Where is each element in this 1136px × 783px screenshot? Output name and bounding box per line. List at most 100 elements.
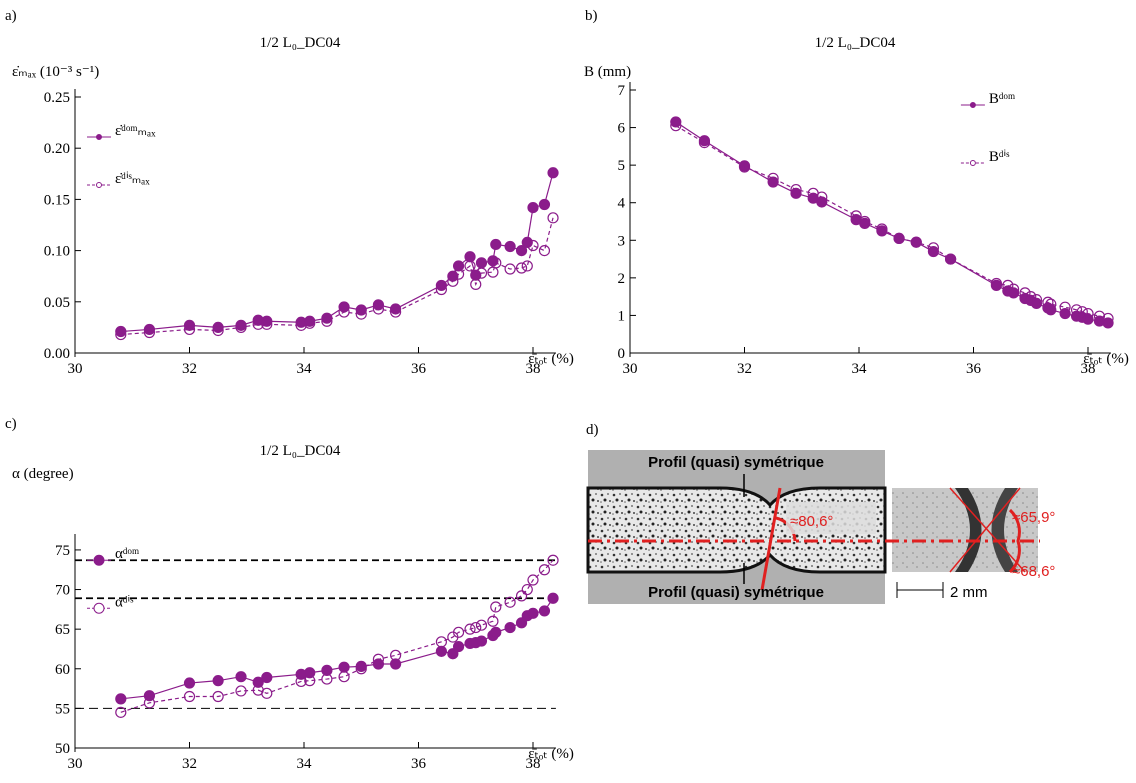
data-point	[261, 687, 273, 699]
legend-label: ε̇ᵈᵒᵐₘₐₓ	[115, 123, 156, 139]
y-tick-label: 4	[618, 196, 626, 212]
data-point	[470, 278, 482, 290]
x-tick-label: 36	[411, 756, 427, 772]
data-point	[475, 257, 488, 269]
series-line	[675, 121, 1109, 324]
data-point	[304, 317, 316, 329]
data-point	[183, 323, 196, 336]
data-point	[212, 675, 224, 687]
data-point	[355, 660, 367, 672]
y-tick-label: 55	[55, 701, 70, 717]
data-point	[490, 601, 502, 613]
y-tick-label: 70	[55, 583, 70, 599]
x-tick-label: 30	[68, 756, 83, 772]
legend-marker	[969, 160, 976, 166]
x-tick-label: 34	[297, 361, 313, 377]
x-tick-label: 32	[182, 756, 197, 772]
data-point	[538, 245, 551, 257]
data-point	[990, 277, 1003, 290]
data-point	[1042, 296, 1054, 308]
panel-label: c)	[5, 416, 17, 432]
legend-label: Bᵈⁱˢ	[989, 149, 1010, 165]
data-point	[490, 257, 502, 269]
data-point	[1025, 291, 1037, 303]
data-point	[372, 299, 385, 311]
series-line	[675, 125, 1109, 320]
data-point	[527, 574, 539, 586]
data-point	[261, 671, 273, 684]
y-tick-label: 75	[55, 543, 70, 559]
chart-title: 1/2 L₀_DC04	[260, 443, 341, 459]
data-point	[435, 645, 447, 657]
y-tick-label: 0.15	[44, 192, 70, 208]
data-point	[304, 675, 316, 687]
y-tick-label: 0.00	[44, 346, 70, 362]
data-point	[252, 676, 264, 688]
y-tick-label: 60	[55, 662, 70, 678]
data-point	[538, 198, 551, 211]
x-tick-label: 38	[526, 361, 541, 377]
data-point	[355, 304, 367, 316]
x-axis-label: ε̄ₜₒₜ (%)	[528, 746, 574, 762]
panel-label: d)	[586, 422, 599, 438]
data-point	[790, 183, 802, 196]
data-point	[235, 671, 247, 683]
profile-label: Profil (quasi) symétrique	[648, 454, 824, 471]
legend-marker	[96, 134, 102, 140]
legend-marker	[93, 554, 105, 566]
y-tick-label: 3	[618, 233, 626, 249]
data-point	[527, 607, 539, 619]
y-tick-label: 65	[55, 622, 70, 638]
data-point	[183, 319, 196, 331]
data-point	[338, 306, 350, 318]
data-point	[859, 215, 871, 228]
data-point	[944, 253, 957, 265]
data-point	[504, 263, 516, 275]
data-point	[698, 137, 711, 149]
x-tick-label: 30	[68, 361, 83, 377]
y-tick-label: 0	[618, 346, 626, 362]
data-point	[670, 120, 682, 132]
legend-label: Bᵈᵒᵐ	[989, 91, 1016, 107]
data-point	[452, 260, 465, 272]
data-point	[464, 260, 476, 272]
x-tick-label: 34	[297, 756, 313, 772]
data-point	[515, 245, 528, 257]
data-point	[738, 161, 751, 173]
data-point	[521, 260, 533, 272]
angle-line	[949, 487, 1026, 573]
y-tick-label: 1	[618, 308, 626, 324]
data-point	[115, 328, 127, 341]
data-point	[767, 172, 779, 184]
data-point	[447, 648, 459, 660]
x-tick-label: 38	[1081, 361, 1096, 377]
data-point	[910, 236, 922, 248]
data-point	[447, 275, 459, 287]
shear-band	[955, 488, 982, 572]
data-point	[355, 663, 367, 675]
data-point	[850, 210, 862, 222]
angle-label: ≈80,6°	[790, 513, 833, 530]
data-point	[1082, 307, 1094, 320]
y-tick-label: 5	[618, 158, 626, 174]
data-point	[515, 617, 528, 629]
legend-marker	[93, 602, 105, 614]
data-point	[490, 238, 502, 251]
data-point	[1070, 304, 1083, 316]
data-point	[893, 232, 905, 245]
data-point	[527, 239, 539, 252]
data-point	[515, 590, 528, 602]
y-axis-label: α (degree)	[12, 466, 74, 482]
panel-label: a)	[5, 8, 17, 24]
data-point	[390, 658, 402, 670]
data-point	[1007, 283, 1020, 295]
data-point	[235, 685, 247, 697]
y-tick-label: 0.10	[44, 244, 70, 260]
y-axis-label: ε̇ₘₐₓ (10⁻³ s⁻¹)	[12, 64, 99, 80]
data-point	[452, 626, 465, 638]
data-point	[816, 191, 828, 203]
series-line	[120, 597, 554, 700]
data-point	[295, 675, 307, 688]
data-point	[538, 564, 551, 576]
data-point	[452, 640, 465, 653]
